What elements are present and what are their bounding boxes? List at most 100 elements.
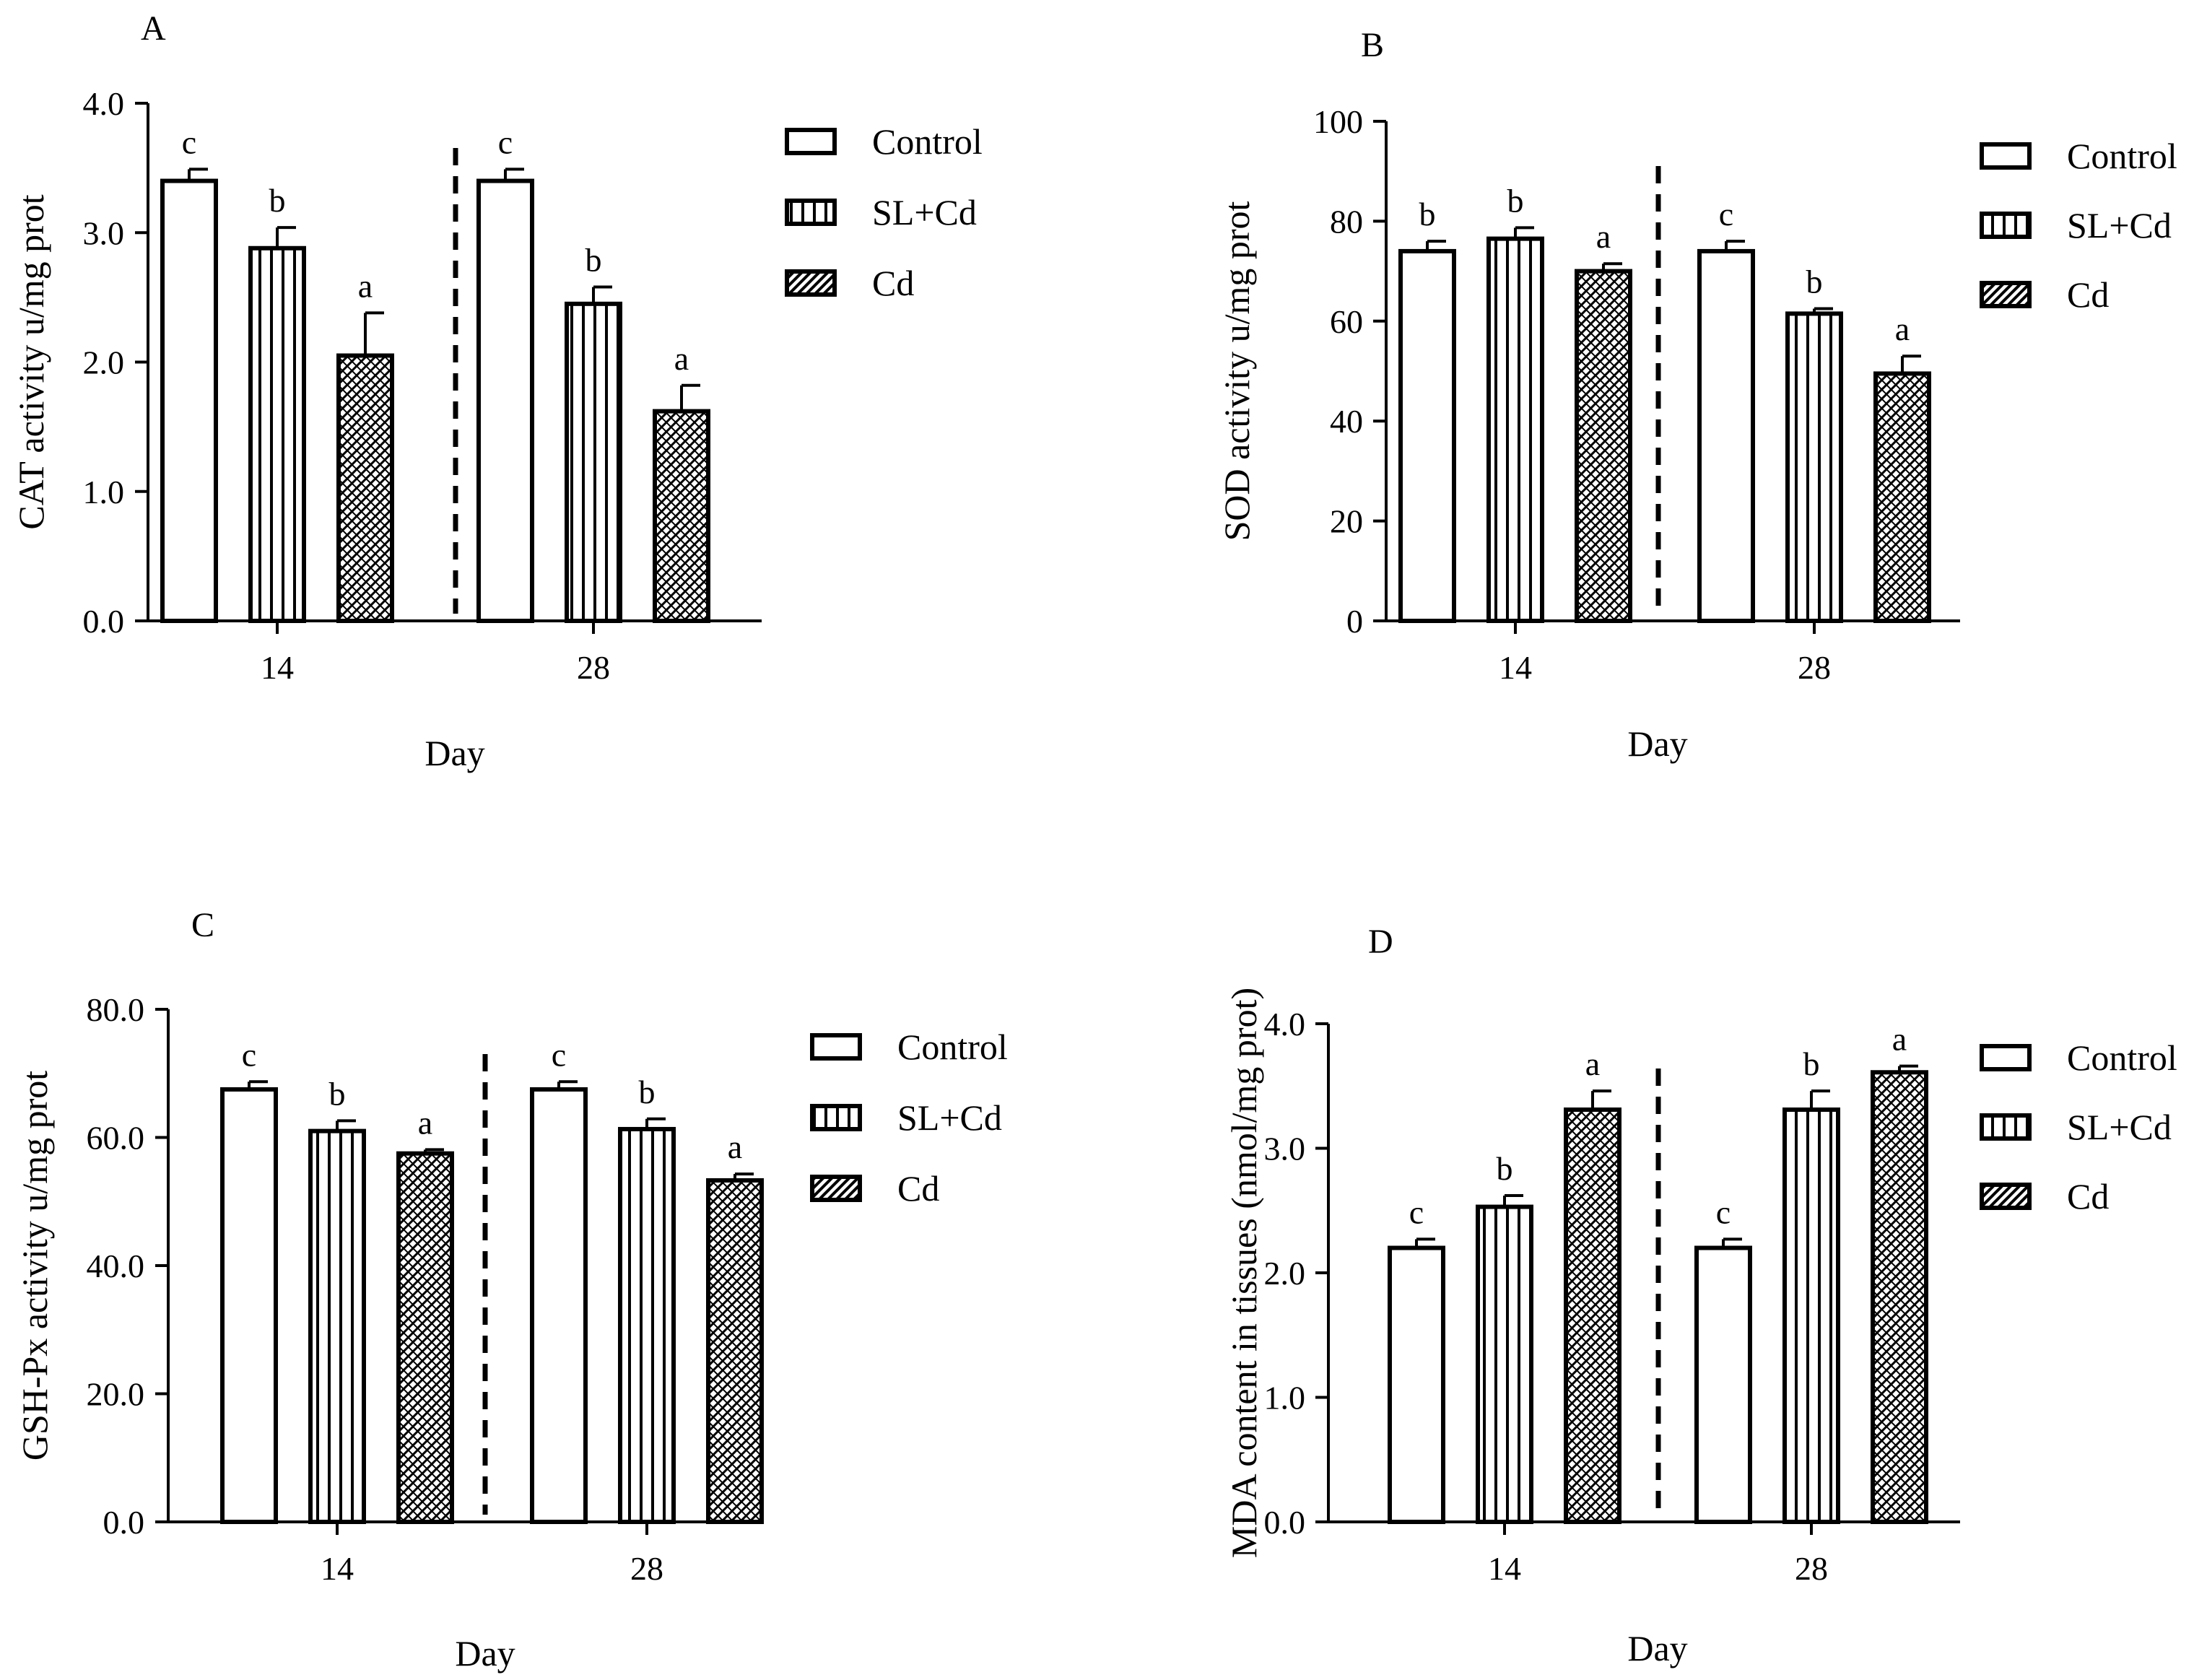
y-tick-label: 3.0	[1264, 1131, 1306, 1167]
bar-control-day-28	[476, 178, 534, 624]
bar-cd-day-14	[1564, 1107, 1621, 1524]
y-axis-title: SOD activity u/mg prot	[1216, 201, 1257, 541]
significance-letter: a	[1892, 1021, 1907, 1058]
legend-label: Control	[897, 1027, 1008, 1067]
legend-label: Control	[872, 121, 983, 162]
legend: Control SL+Cd Cd	[785, 121, 983, 303]
panel-letter: C	[191, 906, 214, 944]
legend-swatch-control	[1980, 1044, 2032, 1071]
bar-cd-day-28	[1873, 371, 1931, 624]
significance-letter: a	[728, 1128, 742, 1165]
legend-label: Control	[2067, 136, 2177, 176]
legend-swatch-cd	[810, 1175, 862, 1202]
legend-label: Cd	[897, 1168, 939, 1209]
bar-control-day-14	[160, 178, 218, 624]
bar-control-day-14	[1398, 248, 1456, 624]
y-tick-label: 1.0	[83, 474, 125, 510]
x-tick-label: 28	[577, 649, 610, 686]
significance-letter: b	[329, 1075, 346, 1112]
legend-label: Control	[2067, 1037, 2177, 1078]
significance-letter: a	[358, 267, 373, 304]
y-tick-label: 40.0	[87, 1248, 145, 1284]
x-tick-label: 14	[1488, 1550, 1521, 1587]
legend-swatch-control	[1980, 142, 2032, 170]
significance-letter: b	[585, 242, 602, 279]
y-tick-label: 1.0	[1264, 1380, 1306, 1416]
y-tick-label: 60.0	[87, 1120, 145, 1157]
significance-letter: b	[1419, 196, 1436, 232]
significance-letter: a	[674, 340, 689, 377]
y-tick-label: 20	[1330, 503, 1363, 540]
bar-control-day-28	[1694, 1245, 1752, 1524]
y-tick-label: 0.0	[103, 1504, 145, 1541]
significance-letter: b	[1507, 182, 1524, 219]
y-axis-title: GSH-Px activity u/mg prot	[14, 1071, 55, 1461]
legend-label: SL+Cd	[897, 1097, 1002, 1138]
y-tick-label: 4.0	[1264, 1006, 1306, 1043]
bar-cd-day-14	[336, 353, 394, 623]
significance-letter: b	[639, 1074, 656, 1110]
x-tick-label: 14	[261, 649, 294, 686]
significance-letter: a	[1585, 1045, 1600, 1082]
chart-panel-a: A 0.0 1.0 2.0 3.0 4.0 CAT activity u/mg prot c b…	[11, 9, 983, 773]
chart-panel-c: C 0.0 20.0 40.0 60.0 80.0 GSH-Px activity u/mg…	[14, 906, 1008, 1674]
significance-letter: c	[182, 123, 196, 160]
x-axis-title: Day	[1627, 723, 1687, 764]
legend-swatch-sl-cd	[1980, 212, 2032, 239]
significance-letter: b	[269, 182, 286, 219]
legend-swatch-cd	[785, 269, 837, 297]
significance-letter: a	[1596, 218, 1611, 255]
significance-letter: a	[1895, 310, 1910, 347]
panel-letter: A	[141, 9, 166, 48]
bar-sl-cd-day-28	[1785, 311, 1843, 623]
legend-label: SL+Cd	[2067, 205, 2172, 245]
y-tick-label: 3.0	[83, 214, 125, 251]
legend: Control SL+Cd Cd	[810, 1027, 1008, 1209]
legend-swatch-sl-cd	[785, 199, 837, 226]
y-tick-label: 40	[1330, 403, 1363, 440]
legend: Control SL+Cd Cd	[1980, 136, 2177, 315]
y-tick-label: 20.0	[87, 1376, 145, 1413]
bar-sl-cd-day-14	[248, 245, 306, 623]
x-tick-label: 28	[1795, 1550, 1828, 1587]
x-tick-label: 28	[630, 1550, 663, 1587]
y-tick-label: 0.0	[1264, 1504, 1306, 1541]
significance-letter: c	[242, 1036, 256, 1073]
y-tick-label: 2.0	[1264, 1255, 1306, 1292]
x-axis-title: Day	[1627, 1628, 1687, 1668]
legend-swatch-sl-cd	[810, 1104, 862, 1131]
y-tick-label: 4.0	[83, 85, 125, 122]
significance-letter: a	[418, 1104, 432, 1141]
bar-cd-day-28	[653, 409, 710, 623]
legend-label: SL+Cd	[2067, 1107, 2172, 1147]
x-tick-label: 14	[321, 1550, 354, 1587]
significance-letter: b	[1803, 1045, 1820, 1082]
legend-swatch-control	[810, 1033, 862, 1061]
legend-swatch-cd	[1980, 281, 2032, 308]
significance-letter: c	[1716, 1193, 1731, 1230]
y-tick-label: 80.0	[87, 991, 145, 1028]
bar-sl-cd-day-28	[618, 1126, 676, 1524]
bar-sl-cd-day-28	[1782, 1107, 1840, 1524]
significance-letter: c	[1719, 196, 1733, 232]
panel-letter: D	[1368, 923, 1393, 961]
bar-control-day-28	[530, 1087, 588, 1524]
significance-letter: c	[1409, 1193, 1424, 1230]
y-tick-label: 0.0	[83, 603, 125, 640]
bar-cd-day-14	[396, 1151, 454, 1524]
legend-label: Cd	[2067, 1176, 2109, 1217]
x-tick-label: 28	[1798, 649, 1831, 686]
bar-control-day-14	[220, 1087, 278, 1524]
legend-swatch-sl-cd	[1980, 1113, 2032, 1141]
bar-control-day-28	[1697, 248, 1755, 624]
legend-swatch-cd	[1980, 1183, 2032, 1210]
legend-label: Cd	[872, 263, 914, 303]
x-axis-title: Day	[425, 733, 484, 773]
y-tick-label: 100	[1313, 103, 1363, 140]
bar-sl-cd-day-14	[1486, 236, 1544, 623]
bar-sl-cd-day-28	[565, 301, 622, 623]
bar-sl-cd-day-14	[308, 1128, 366, 1524]
x-tick-label: 14	[1499, 649, 1532, 686]
significance-letter: c	[552, 1036, 566, 1073]
